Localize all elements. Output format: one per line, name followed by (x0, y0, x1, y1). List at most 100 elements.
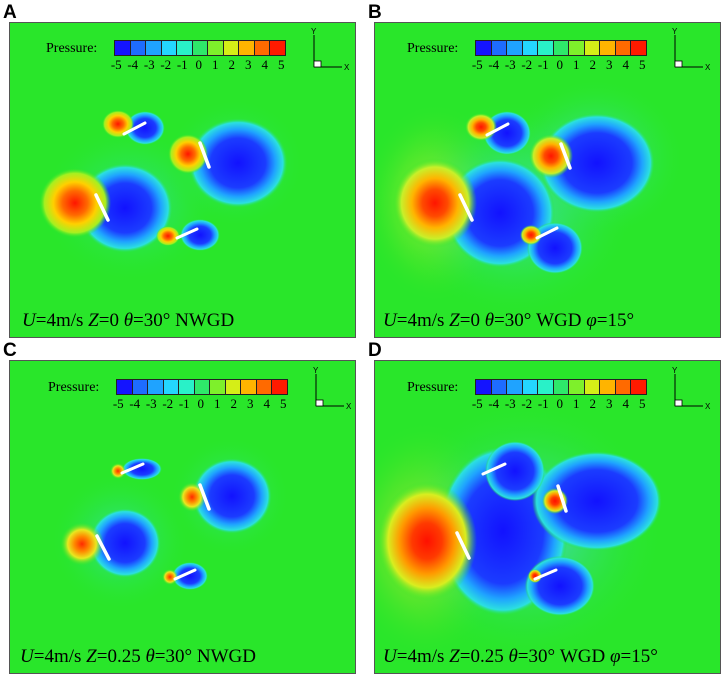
tick-label: 1 (573, 396, 580, 411)
axes-icon: Y X (311, 27, 350, 72)
tick-label: 1 (212, 57, 219, 72)
colorbar-swatch (256, 380, 273, 394)
tick-label: 0 (556, 57, 564, 72)
legend-title: Pressure: (407, 41, 459, 56)
colorbar-ticks: -5 -4 -3 -2 -1 0 1 2 3 4 5 (469, 57, 651, 73)
colorbar (475, 40, 647, 56)
colorbar-swatch (476, 380, 492, 394)
tick-label: 5 (639, 57, 646, 72)
colorbar-swatch (538, 380, 554, 394)
colorbar-swatch (192, 41, 209, 55)
tick-label: 1 (573, 57, 580, 72)
colorbar-swatch (208, 41, 224, 55)
legend-d: Pressure: -5 -4 -3 -2 -1 0 1 2 3 4 5 Y X (375, 361, 720, 411)
tick-label: 5 (639, 396, 646, 411)
tick-label: -4 (488, 396, 500, 411)
tick-label: -1 (537, 396, 549, 411)
colorbar-swatch (491, 380, 508, 394)
tick-label: 0 (195, 57, 203, 72)
colorbar (475, 379, 647, 395)
caption-a: U=4m/s Z=0 θ=30° NWGD (22, 310, 235, 331)
tick-label: -3 (504, 396, 516, 411)
colorbar-swatch (225, 380, 242, 394)
panel-c: Pressure: -5 -4 -3 -2 -1 0 1 2 3 4 5 Y X U=4m/s Z=… (9, 360, 356, 674)
tick-label: 4 (622, 396, 630, 411)
panel-b: Pressure: -5 -4 -3 -2 -1 0 1 2 3 4 5 Y X U=4m/s Z=… (374, 22, 721, 338)
axis-y-label: Y (311, 27, 317, 36)
colorbar-swatch (553, 41, 570, 55)
colorbar-swatch (507, 41, 523, 55)
tick-label: -5 (110, 57, 122, 72)
colorbar-swatch (600, 41, 616, 55)
axis-x-label: X (705, 63, 711, 72)
tick-label: -2 (160, 57, 172, 72)
colorbar-swatch (177, 41, 193, 55)
tick-label: 3 (247, 396, 254, 411)
tick-label: 3 (606, 57, 613, 72)
colorbar-swatch (179, 380, 195, 394)
tick-label: 2 (589, 396, 597, 411)
tick-label: -3 (143, 57, 155, 72)
tick-label: 5 (278, 57, 285, 72)
colorbar-swatch (631, 380, 647, 394)
colorbar-swatch (491, 41, 508, 55)
panel-label-d: D (368, 340, 382, 361)
tick-label: -5 (471, 57, 483, 72)
axis-x-label: X (346, 402, 352, 411)
pressure-field-b (375, 23, 720, 337)
colorbar-swatch (272, 380, 288, 394)
panel-a: Pressure: -5 -4 -3 -2 -1 0 1 2 3 4 5 Y X U=4m/s Z=… (9, 22, 356, 338)
tick-label: -4 (129, 396, 141, 411)
axis-x-label: X (344, 63, 350, 72)
colorbar-swatch (223, 41, 240, 55)
colorbar (114, 40, 286, 56)
tick-label: -2 (521, 57, 533, 72)
pressure-field-a (10, 23, 355, 337)
tick-label: 0 (556, 396, 564, 411)
tick-label: 2 (228, 57, 236, 72)
legend-a: Pressure: -5 -4 -3 -2 -1 0 1 2 3 4 5 Y X (10, 23, 355, 72)
colorbar-swatch (270, 41, 286, 55)
pressure-field-d (375, 361, 720, 673)
axes-icon: Y X (672, 366, 711, 411)
pressure-field-c (10, 361, 355, 673)
tick-label: -1 (176, 57, 188, 72)
tick-label: 2 (230, 396, 238, 411)
colorbar-swatch (507, 380, 523, 394)
legend-title: Pressure: (48, 380, 100, 395)
tick-label: 4 (263, 396, 271, 411)
colorbar-swatch (241, 380, 257, 394)
colorbar-swatch (615, 380, 632, 394)
colorbar-swatch (584, 380, 601, 394)
colorbar-swatch (239, 41, 255, 55)
legend-title: Pressure: (46, 41, 98, 56)
axes-icon: Y X (313, 366, 352, 411)
colorbar-swatch (163, 380, 180, 394)
axis-y-label: Y (672, 366, 678, 375)
panel-label-c: C (3, 340, 17, 361)
tick-label: 0 (197, 396, 205, 411)
colorbar-swatch (130, 41, 147, 55)
colorbar-swatch (476, 41, 492, 55)
colorbar-ticks: -5 -4 -3 -2 -1 0 1 2 3 4 5 (108, 57, 290, 73)
tick-label: -2 (162, 396, 174, 411)
axis-y-label: Y (672, 27, 678, 36)
caption-d: U=4m/s Z=0.25 θ=30° WGD φ=15° (383, 646, 658, 667)
tick-label: -1 (178, 396, 190, 411)
colorbar-swatch (254, 41, 271, 55)
tick-label: -4 (488, 57, 500, 72)
colorbar-swatch (553, 380, 570, 394)
axis-x-label: X (705, 402, 711, 411)
tick-label: -5 (112, 396, 124, 411)
tick-label: 3 (606, 396, 613, 411)
tick-label: -4 (127, 57, 139, 72)
colorbar-swatch (522, 41, 539, 55)
panel-d: Pressure: -5 -4 -3 -2 -1 0 1 2 3 4 5 Y X U=4m/s Z=… (374, 360, 721, 674)
caption-b: U=4m/s Z=0 θ=30° WGD φ=15° (383, 310, 635, 331)
colorbar-swatch (600, 380, 616, 394)
tick-label: -3 (145, 396, 157, 411)
tick-label: -3 (504, 57, 516, 72)
colorbar-swatch (117, 380, 133, 394)
panel-label-a: A (3, 2, 17, 23)
colorbar (116, 379, 288, 395)
